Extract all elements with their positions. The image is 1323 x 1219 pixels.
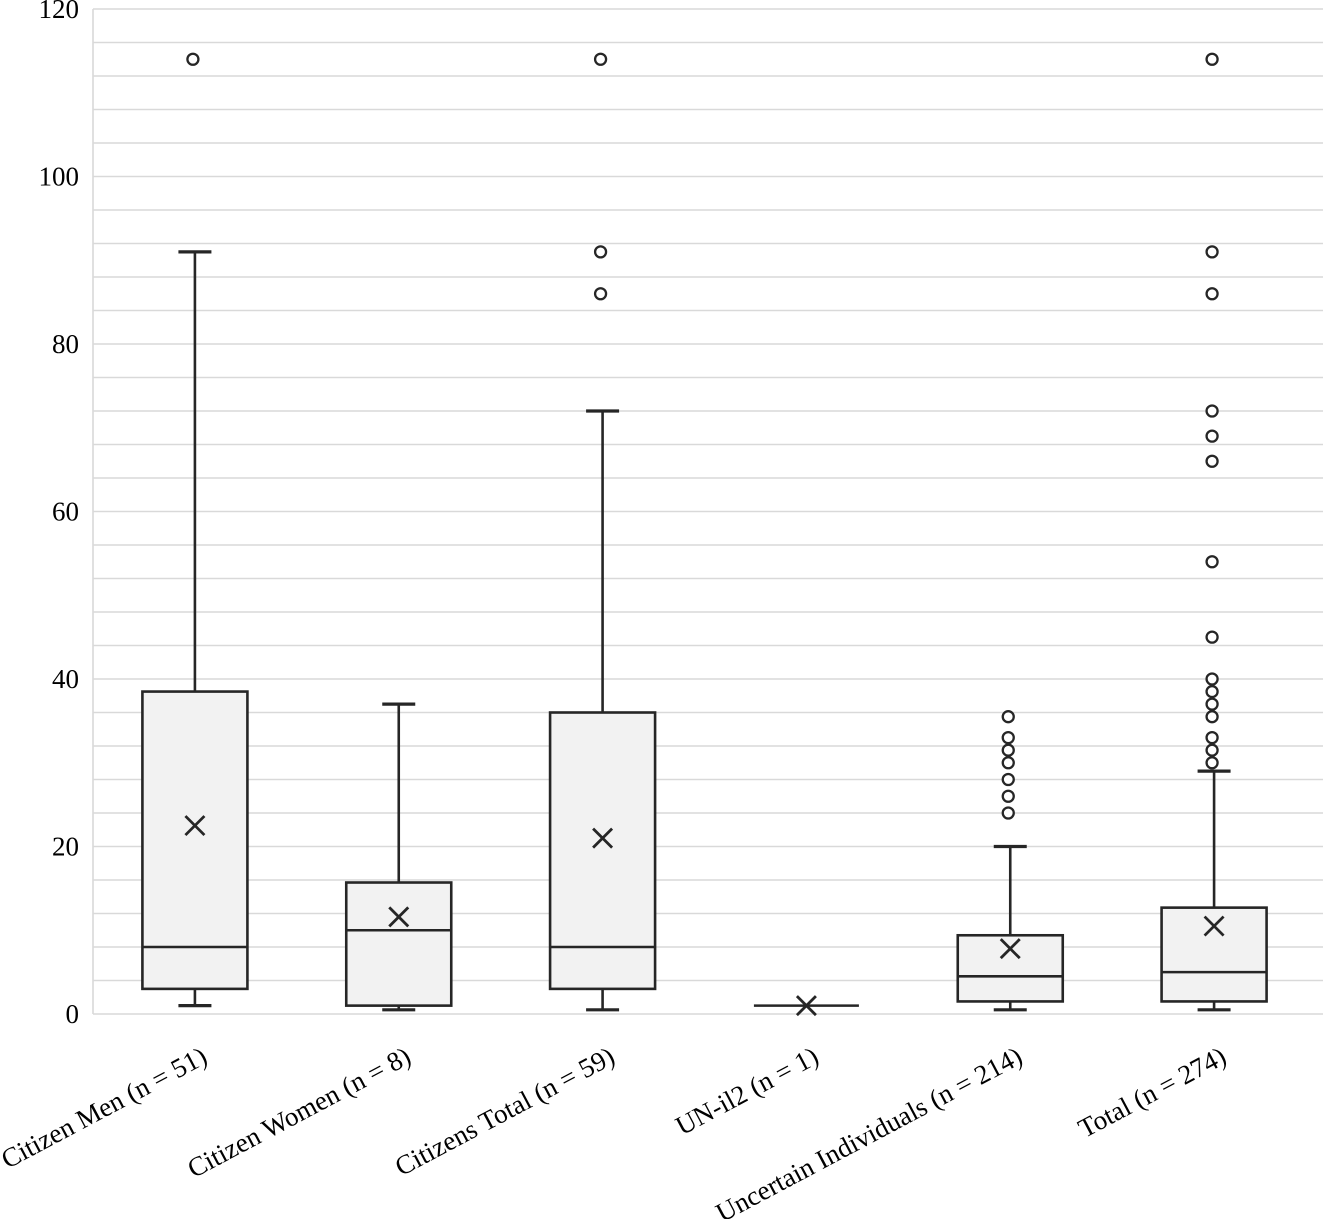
mean-marker: [388, 906, 410, 928]
x-category-label: UN-il2 (n = 1): [671, 1041, 824, 1141]
outlier-point: [1205, 555, 1219, 569]
outlier-point: [1001, 772, 1015, 787]
outlier-point: [1205, 404, 1219, 418]
outlier-point: [1205, 52, 1219, 66]
outlier-point: [1205, 429, 1219, 443]
outlier-point: [1205, 245, 1219, 259]
outlier-point: [1205, 630, 1219, 644]
outlier-point: [1001, 730, 1015, 745]
outlier-point: [1205, 697, 1219, 711]
outlier-point: [1205, 710, 1219, 724]
x-category-label: Total (n = 274): [1073, 1041, 1231, 1144]
outlier-point: [1001, 789, 1015, 803]
outlier-point: [593, 287, 608, 301]
outlier-point: [1001, 806, 1015, 820]
box: [344, 881, 453, 1007]
y-tick-label: 0: [66, 999, 80, 1029]
x-category-label: Citizen Women (n = 8): [182, 1041, 415, 1184]
box: [141, 690, 249, 991]
outlier-point: [1001, 710, 1015, 724]
outlier-point: [1205, 730, 1219, 745]
y-tick-label: 100: [39, 162, 80, 192]
box: [1160, 906, 1268, 1003]
x-category-label: Citizens Total (n = 59): [390, 1041, 619, 1182]
mean-marker: [999, 938, 1021, 960]
y-tick-label: 40: [52, 664, 79, 694]
box: [548, 711, 657, 991]
outlier-point: [593, 52, 608, 66]
outlier-point: [1205, 743, 1219, 757]
x-category-label: Citizen Men (n = 51): [0, 1041, 212, 1175]
y-tick-label: 20: [52, 832, 79, 862]
box: [956, 933, 1065, 1003]
outlier-point: [1001, 743, 1015, 757]
mean-marker: [1203, 915, 1225, 937]
mean-marker: [184, 815, 206, 837]
outlier-point: [1205, 672, 1219, 686]
outlier-point: [1205, 454, 1219, 468]
outlier-point: [1001, 756, 1015, 770]
mean-marker: [592, 827, 614, 849]
y-tick-label: 80: [52, 329, 79, 359]
mean-marker: [795, 995, 817, 1017]
outlier-point: [1205, 287, 1219, 301]
outlier-point: [593, 245, 608, 259]
outlier-point: [1205, 756, 1219, 770]
y-tick-label: 60: [52, 497, 79, 527]
y-tick-label: 120: [39, 0, 80, 24]
outlier-point: [1205, 684, 1219, 699]
outlier-point: [186, 52, 200, 66]
